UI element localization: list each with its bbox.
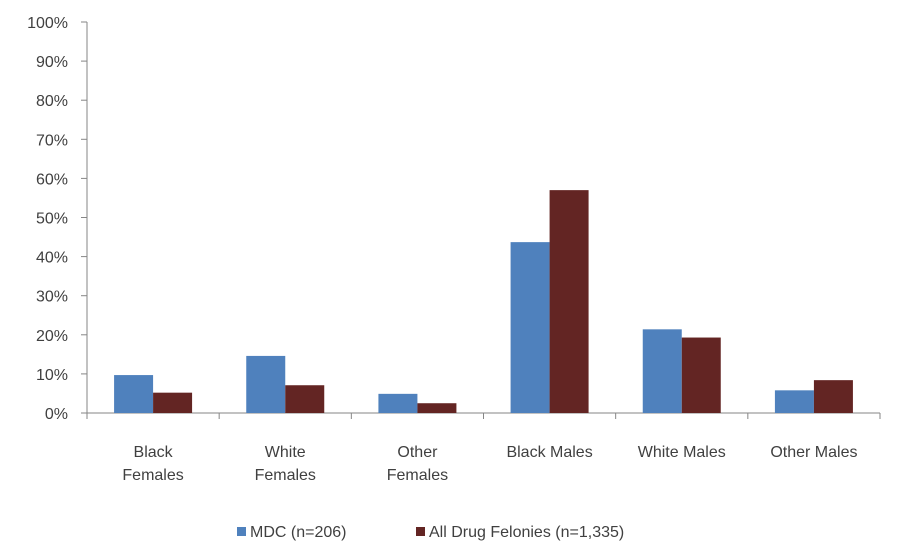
x-category-label: Black <box>134 444 174 461</box>
y-tick-label: 10% <box>36 367 68 384</box>
chart-legend: MDC (n=206) All Drug Felonies (n=1,335) <box>237 524 624 541</box>
y-tick-label: 20% <box>36 328 68 345</box>
bar <box>774 390 814 413</box>
chart-bars <box>114 190 853 413</box>
chart-axes <box>81 21 881 419</box>
x-category-label: Females <box>122 467 183 484</box>
bar <box>153 392 193 413</box>
bar <box>417 403 457 413</box>
bar <box>813 380 853 413</box>
y-tick-label: 60% <box>36 171 68 188</box>
y-tick-label: 40% <box>36 250 68 267</box>
x-category-label: Other Males <box>770 444 857 461</box>
y-tick-label: 50% <box>36 211 68 228</box>
y-tick-label: 90% <box>36 54 68 71</box>
bar <box>114 375 154 413</box>
y-tick-label: 80% <box>36 93 68 110</box>
x-category-label: White <box>265 444 306 461</box>
legend-swatch <box>416 527 425 536</box>
legend-label: MDC (n=206) <box>250 524 346 541</box>
y-tick-label: 30% <box>36 289 68 306</box>
y-tick-label: 0% <box>45 406 68 423</box>
x-category-label: Females <box>255 467 316 484</box>
x-category-label: White Males <box>638 444 726 461</box>
bar <box>642 329 682 413</box>
bar <box>681 337 721 413</box>
bar <box>510 242 550 413</box>
legend-swatch <box>237 527 246 536</box>
y-tick-label: 70% <box>36 132 68 149</box>
bar <box>285 385 325 413</box>
bar <box>378 393 418 413</box>
x-category-label: Black Males <box>506 444 592 461</box>
x-category-label: Females <box>387 467 448 484</box>
bar <box>246 355 286 413</box>
legend-label: All Drug Felonies (n=1,335) <box>429 524 624 541</box>
x-category-label: Other <box>397 444 438 461</box>
bar <box>549 190 589 413</box>
chart-labels: 0% 10% 20% 30% 40% 50% 60% 70% 80% 90% 100% Black Fe… <box>27 15 857 484</box>
y-tick-label: 100% <box>27 15 68 32</box>
